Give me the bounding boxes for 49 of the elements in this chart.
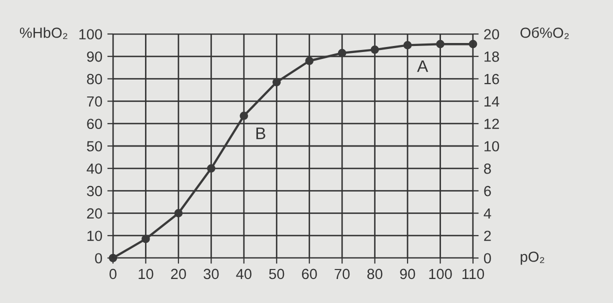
x-tick-label: 40 bbox=[236, 268, 252, 280]
point bbox=[272, 78, 281, 86]
y-axis-title: %HbO₂ bbox=[20, 27, 68, 40]
y2-axis-title: Об%O₂ bbox=[520, 27, 569, 40]
y-tick-label: 50 bbox=[86, 141, 102, 152]
x-tick-label: 90 bbox=[400, 268, 416, 280]
y2-tick-label: 12 bbox=[484, 118, 499, 129]
x-tick-label: 110 bbox=[462, 268, 484, 280]
y2-tick-label: 0 bbox=[484, 253, 491, 264]
y2-tick-label: 20 bbox=[484, 29, 500, 40]
x-tick-label: 60 bbox=[302, 268, 317, 280]
y-tick-label: 0 bbox=[95, 253, 102, 264]
point bbox=[240, 112, 248, 120]
y2-tick-label: 18 bbox=[484, 52, 500, 62]
x-tick-label: 10 bbox=[138, 268, 154, 280]
point bbox=[370, 46, 379, 54]
x-tick-label: 0 bbox=[110, 268, 116, 280]
annotation: A bbox=[417, 60, 428, 72]
x-tick-label: 50 bbox=[269, 268, 284, 280]
x-tick-label: 80 bbox=[367, 268, 382, 280]
y-tick-label: 40 bbox=[86, 164, 102, 174]
y-tick-label: 70 bbox=[87, 96, 102, 107]
point bbox=[174, 209, 183, 218]
point bbox=[338, 48, 346, 58]
y-tick-label: 30 bbox=[86, 186, 102, 196]
x-tick-label: 30 bbox=[204, 268, 219, 280]
y2-tick-label: 2 bbox=[484, 230, 491, 241]
y2-tick-label: 8 bbox=[484, 164, 491, 174]
point bbox=[142, 234, 150, 244]
y2-tick-label: 16 bbox=[484, 74, 499, 84]
annotation: B bbox=[256, 128, 266, 140]
x-tick-label: 20 bbox=[171, 268, 186, 280]
y-tick-label: 80 bbox=[86, 74, 102, 84]
point bbox=[207, 164, 216, 173]
y-tick-label: 90 bbox=[87, 52, 102, 62]
x-tick-label: 100 bbox=[429, 268, 452, 280]
y-tick-label: 10 bbox=[87, 230, 102, 242]
y-tick-label: 20 bbox=[87, 208, 102, 219]
y2-tick-label: 14 bbox=[484, 96, 500, 106]
point bbox=[403, 41, 412, 50]
y2-tick-label: 6 bbox=[484, 186, 491, 196]
y2-tick-label: 10 bbox=[484, 141, 500, 152]
x-axis-title: pO₂ bbox=[520, 252, 544, 265]
y-tick-label: 100 bbox=[79, 29, 102, 40]
x-tick-label: 70 bbox=[334, 268, 350, 280]
y-tick-label: 60 bbox=[87, 118, 102, 130]
y2-tick-label: 4 bbox=[484, 208, 492, 218]
point bbox=[436, 40, 444, 48]
point bbox=[305, 56, 314, 66]
